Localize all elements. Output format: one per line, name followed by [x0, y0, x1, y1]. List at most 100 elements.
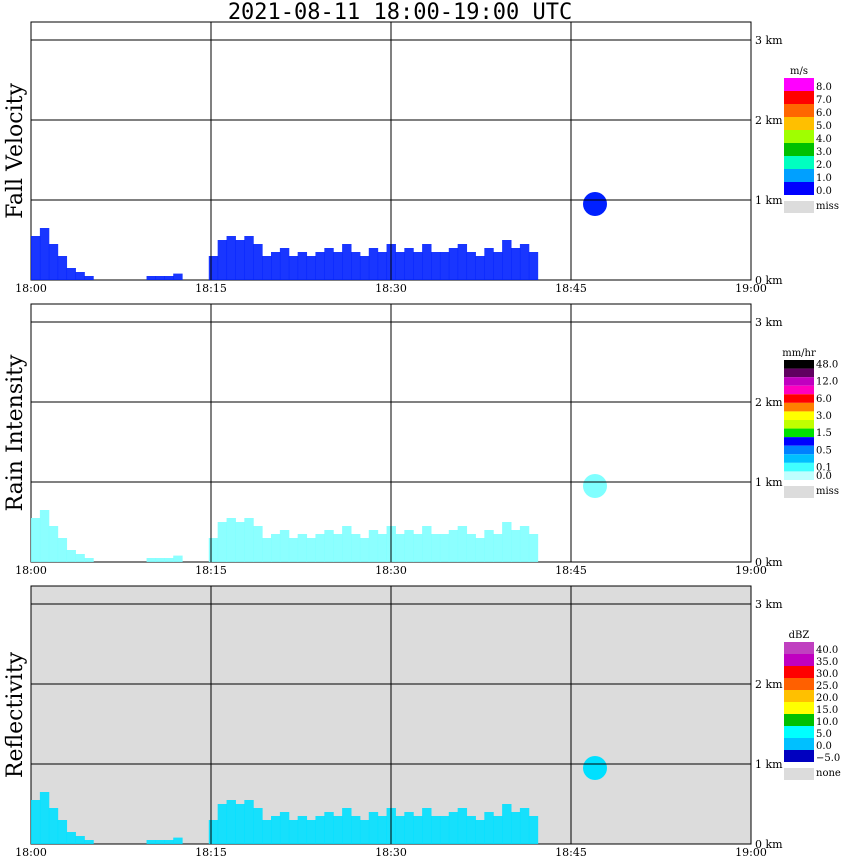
- echo-column: [48, 244, 59, 280]
- echo-column: [342, 526, 352, 562]
- echo-column: [457, 808, 468, 844]
- echo-column: [146, 276, 156, 280]
- colorbar-missing-swatch: [784, 768, 814, 780]
- echo-column: [422, 244, 432, 280]
- colorbar-swatch: [784, 377, 814, 386]
- colorbar-missing-label: miss: [816, 486, 839, 497]
- colorbar-swatch: [784, 445, 814, 455]
- echo-column: [39, 792, 50, 844]
- echo-column: [57, 820, 68, 844]
- echo-column: [368, 812, 379, 844]
- echo-column: [351, 816, 361, 844]
- colorbar-swatch: [784, 169, 814, 182]
- echo-column: [519, 808, 530, 844]
- echo-column: [431, 816, 441, 844]
- colorbar-swatch: [784, 654, 814, 666]
- echo-column: [466, 534, 476, 562]
- echo-column: [457, 244, 468, 280]
- echo-column: [288, 256, 299, 280]
- colorbar-unit: dBZ: [789, 630, 810, 641]
- colorbar-swatch: [784, 437, 814, 446]
- echo-column: [511, 248, 521, 280]
- echo-column: [164, 276, 174, 280]
- colorbar-label: 30.0: [816, 669, 838, 680]
- colorbar-label: 12.0: [816, 377, 838, 388]
- echo-column: [315, 534, 325, 562]
- echo-column: [448, 530, 459, 562]
- echo-column: [66, 832, 76, 844]
- echo-column: [271, 816, 281, 844]
- colorbar-missing-swatch: [784, 486, 814, 498]
- echo-column: [84, 558, 94, 562]
- echo-column: [324, 530, 334, 562]
- echo-column: [39, 228, 50, 280]
- echo-blob: [583, 756, 607, 780]
- echo-column: [84, 840, 94, 844]
- colorbar-swatch: [784, 385, 814, 395]
- echo-column: [146, 840, 156, 844]
- colorbar-label: 3.0: [816, 147, 832, 158]
- panel-ylabel: Fall Velocity: [3, 83, 28, 219]
- panel-ylabel: Reflectivity: [3, 651, 28, 778]
- echo-column: [333, 534, 343, 562]
- echo-column: [226, 800, 236, 844]
- echo-column: [226, 518, 236, 562]
- echo-column: [333, 252, 343, 280]
- echo-column: [155, 558, 165, 562]
- y-tick-label: 2 km: [755, 114, 783, 127]
- echo-column: [155, 276, 165, 280]
- echo-column: [217, 522, 228, 562]
- echo-column: [297, 252, 308, 280]
- echo-blob: [583, 192, 607, 216]
- echo-column: [306, 256, 316, 280]
- echo-column: [528, 252, 539, 280]
- y-tick-label: 0 km: [755, 274, 783, 287]
- colorbar-swatch: [784, 690, 814, 702]
- y-tick-label: 2 km: [755, 678, 783, 691]
- echo-column: [217, 804, 228, 844]
- echo-column: [306, 820, 316, 844]
- colorbar-missing-label: none: [816, 768, 841, 779]
- colorbar-swatch: [784, 360, 814, 369]
- x-tick-label: 18:30: [375, 564, 407, 577]
- echo-column: [146, 558, 156, 562]
- colorbar-label: 6.0: [816, 394, 832, 405]
- colorbar-swatch: [784, 738, 814, 750]
- colorbar-label: 1.5: [816, 428, 832, 439]
- echo-column: [57, 256, 68, 280]
- echo-column: [279, 248, 290, 280]
- colorbar-swatch: [784, 428, 814, 438]
- colorbar-swatch: [784, 143, 814, 156]
- echo-column: [66, 268, 76, 280]
- echo-column: [377, 534, 388, 562]
- echo-column: [315, 252, 325, 280]
- echo-column: [48, 526, 59, 562]
- y-tick-label: 3 km: [755, 598, 783, 611]
- echo-column: [502, 240, 512, 280]
- colorbar-swatch: [784, 714, 814, 726]
- colorbar-swatch: [784, 642, 814, 654]
- echo-column: [208, 820, 219, 844]
- echo-column: [66, 550, 76, 562]
- echo-column: [351, 534, 361, 562]
- echo-column: [395, 816, 405, 844]
- echo-column: [395, 534, 405, 562]
- echo-column: [155, 840, 165, 844]
- echo-column: [262, 820, 272, 844]
- colorbar-swatch: [784, 402, 814, 412]
- x-tick-label: 18:45: [555, 846, 587, 859]
- colorbar-swatch: [784, 130, 814, 143]
- colorbar-swatch: [784, 394, 814, 403]
- echo-column: [359, 820, 370, 844]
- echo-column: [235, 522, 245, 562]
- echo-column: [288, 538, 299, 562]
- echo-column: [164, 558, 174, 562]
- echo-column: [475, 538, 485, 562]
- echo-column: [244, 236, 254, 280]
- y-tick-label: 3 km: [755, 316, 783, 329]
- echo-column: [493, 252, 503, 280]
- echo-column: [404, 248, 414, 280]
- echo-column: [288, 820, 299, 844]
- echo-column: [333, 816, 343, 844]
- echo-column: [493, 816, 503, 844]
